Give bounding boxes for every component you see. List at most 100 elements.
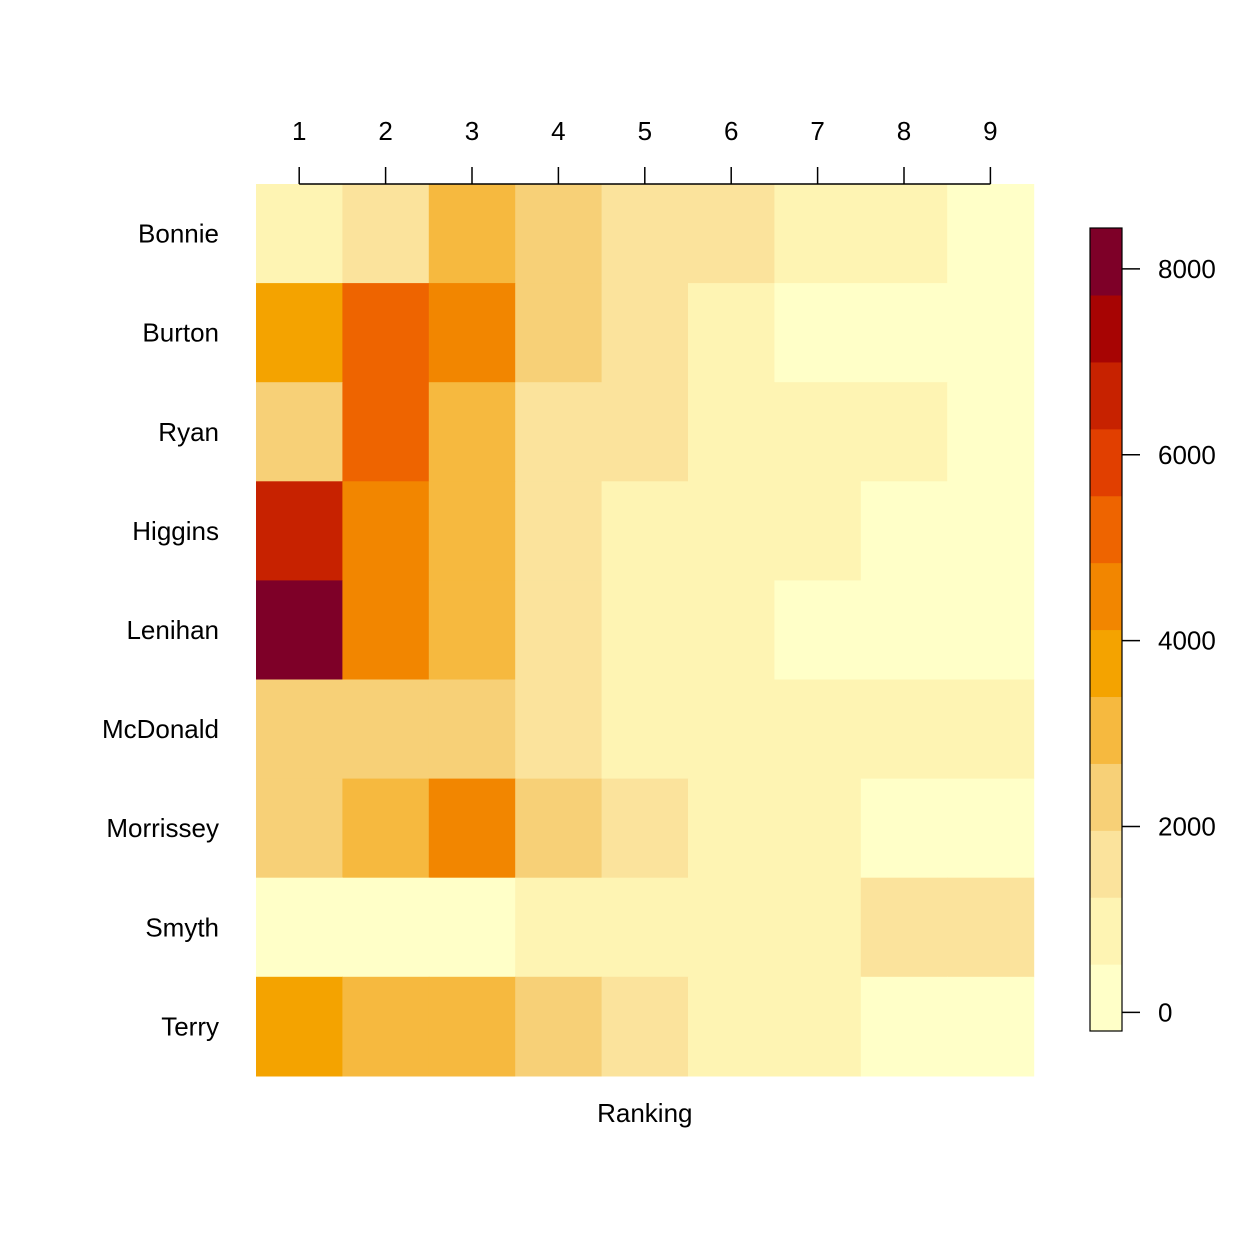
- heatmap-cell: [515, 580, 603, 681]
- heatmap-cell: [601, 778, 689, 879]
- x-axis: 1 2 3 4 5 6 7 8 9: [292, 116, 998, 185]
- heatmap-cell: [947, 481, 1035, 581]
- heatmap-cell: [947, 382, 1035, 482]
- heatmap-cell: [428, 778, 516, 879]
- heatmap-cell: [428, 283, 516, 383]
- colorbar-tick-label: 2000: [1158, 812, 1216, 842]
- row-label: McDonald: [102, 714, 219, 744]
- heatmap-cell: [860, 481, 948, 581]
- colorbar-segment: [1090, 428, 1122, 497]
- colorbar-segment: [1090, 964, 1122, 1032]
- heatmap-cell: [774, 778, 862, 879]
- heatmap-cell: [947, 877, 1035, 978]
- heatmap-cell: [515, 184, 603, 284]
- colorbar-segment: [1090, 361, 1122, 430]
- colorbar-tick-label: 4000: [1158, 626, 1216, 656]
- x-tick-label: 5: [638, 116, 652, 146]
- heatmap-cell: [860, 283, 948, 383]
- heatmap-cell: [256, 184, 343, 284]
- heatmap-cell: [860, 184, 948, 284]
- colorbar-segment: [1090, 495, 1122, 564]
- heatmap-cell: [688, 679, 775, 780]
- x-tick-label: 9: [983, 116, 997, 146]
- heatmap-cell: [947, 184, 1035, 284]
- colorbar-tick-label: 8000: [1158, 254, 1216, 284]
- heatmap-cells: [256, 184, 1035, 1077]
- row-label: Ryan: [158, 417, 219, 447]
- heatmap-cell: [774, 283, 862, 383]
- heatmap-cell: [601, 976, 689, 1077]
- row-label: Bonnie: [138, 219, 219, 249]
- heatmap-cell: [947, 283, 1035, 383]
- x-tick-label: 6: [724, 116, 738, 146]
- heatmap-cell: [601, 283, 689, 383]
- heatmap-cell: [860, 580, 948, 681]
- x-tick-label: 4: [551, 116, 565, 146]
- colorbar-frame: [1089, 227, 1123, 1032]
- colorbar-tick-label: 6000: [1158, 440, 1216, 470]
- heatmap-cell: [515, 481, 603, 581]
- heatmap-cell: [774, 877, 862, 978]
- heatmap-cell: [601, 382, 689, 482]
- heatmap-cell: [342, 382, 430, 482]
- heatmap-cell: [601, 679, 689, 780]
- colorbar-tick-label: 0: [1158, 997, 1172, 1027]
- colorbar-segment: [1090, 763, 1122, 831]
- heatmap-cell: [428, 877, 516, 978]
- heatmap-cell: [947, 778, 1035, 879]
- row-label: Morrissey: [106, 813, 219, 843]
- heatmap-cell: [601, 580, 689, 681]
- heatmap-cell: [601, 184, 689, 284]
- heatmap-cell: [947, 976, 1035, 1077]
- x-axis-title: Ranking: [597, 1098, 692, 1128]
- heatmap-cell: [688, 481, 775, 581]
- heatmap-cell: [342, 184, 430, 284]
- heatmap-cell: [601, 481, 689, 581]
- heatmap-cell: [428, 184, 516, 284]
- heatmap-cell: [601, 877, 689, 978]
- heatmap-cell: [256, 382, 343, 482]
- heatmap-cell: [774, 481, 862, 581]
- row-label: Lenihan: [126, 615, 219, 645]
- heatmap-cell: [256, 877, 343, 978]
- heatmap-cell: [947, 580, 1035, 681]
- heatmap-cell: [947, 679, 1035, 780]
- heatmap-cell: [515, 877, 603, 978]
- heatmap-cell: [256, 283, 343, 383]
- heatmap-cell: [860, 679, 948, 780]
- heatmap-cell: [860, 382, 948, 482]
- heatmap-cell: [774, 679, 862, 780]
- heatmap-cell: [428, 580, 516, 681]
- colorbar-segment: [1090, 294, 1122, 363]
- row-label: Higgins: [132, 516, 219, 546]
- heatmap-cell: [342, 283, 430, 383]
- heatmap-cell: [428, 382, 516, 482]
- heatmap-cell: [688, 778, 775, 879]
- heatmap-cell: [688, 283, 775, 383]
- heatmap-cell: [860, 778, 948, 879]
- x-tick-label: 1: [292, 116, 306, 146]
- heatmap-cell: [342, 778, 430, 879]
- heatmap-cell: [342, 877, 430, 978]
- heatmap-cell: [256, 778, 343, 879]
- heatmap-cell: [256, 976, 343, 1077]
- heatmap-cell: [428, 976, 516, 1077]
- heatmap-cell: [342, 481, 430, 581]
- heatmap-cell: [774, 184, 862, 284]
- heatmap-cell: [515, 679, 603, 780]
- heatmap-cell: [342, 976, 430, 1077]
- row-label: Terry: [161, 1011, 219, 1041]
- x-tick-label: 2: [378, 116, 392, 146]
- heatmap-cell: [256, 580, 343, 681]
- heatmap-cell: [515, 283, 603, 383]
- heatmap-cell: [256, 481, 343, 581]
- heatmap-cell: [774, 382, 862, 482]
- row-labels: Bonnie Burton Ryan Higgins Lenihan McDonald Mo…: [102, 219, 219, 1042]
- heatmap-cell: [342, 580, 430, 681]
- heatmap-cell: [515, 382, 603, 482]
- colorbar-segment: [1090, 696, 1122, 764]
- heatmap-cell: [256, 679, 343, 780]
- colorbar-segment: [1090, 629, 1122, 698]
- heatmap-cell: [860, 877, 948, 978]
